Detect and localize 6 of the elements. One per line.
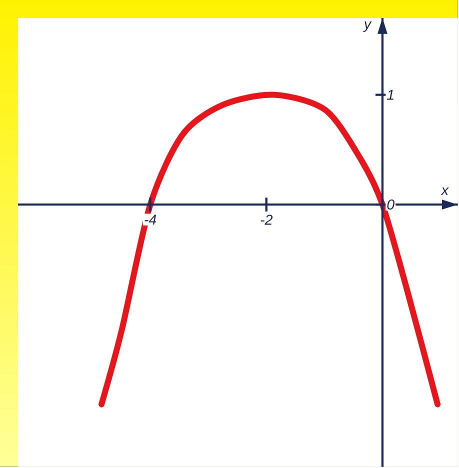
y-tick-label: 1 <box>387 90 394 100</box>
x-tick-label: -4 <box>144 214 156 225</box>
x-axis-title: x <box>440 187 449 196</box>
y-axis-title: y <box>363 21 372 32</box>
y-tick-label: 0 <box>387 199 394 210</box>
x-tick-label: -2 <box>260 214 273 225</box>
